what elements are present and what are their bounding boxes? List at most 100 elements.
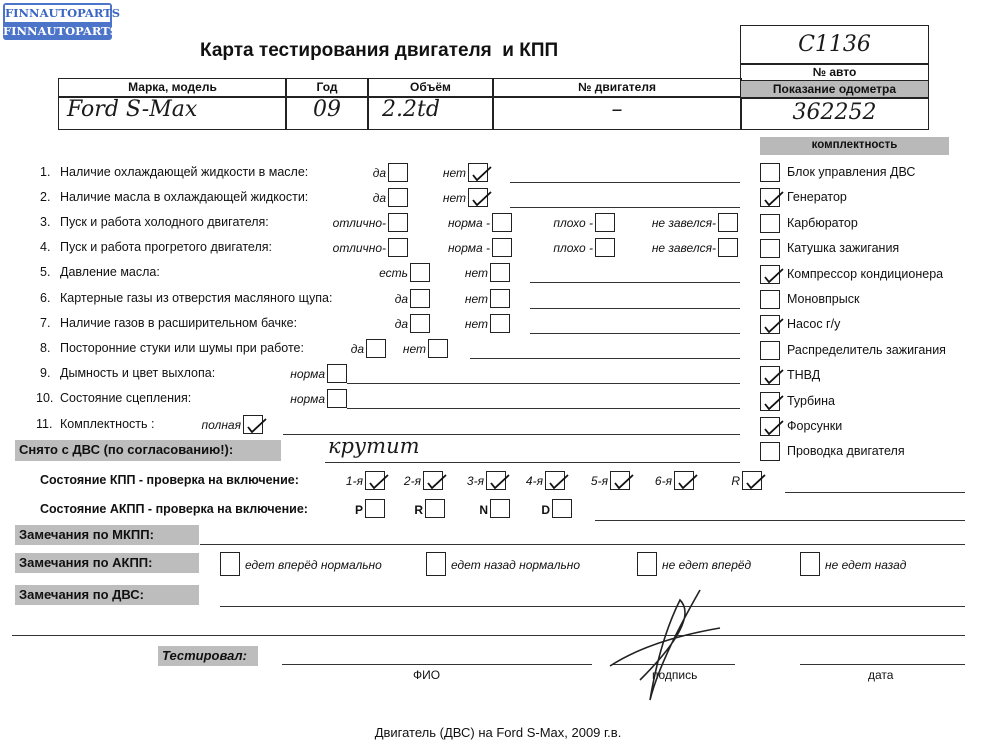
- name-line[interactable]: [282, 664, 592, 665]
- option-checkbox[interactable]: [595, 213, 615, 232]
- completeness-checkbox[interactable]: [760, 417, 784, 436]
- item-number: 2.: [40, 190, 51, 204]
- option-checkbox[interactable]: [718, 213, 738, 232]
- auto-remark-label: не едет назад: [825, 558, 907, 572]
- completeness-label: Форсунки: [787, 419, 843, 433]
- item-label: Комплектность :: [60, 417, 155, 431]
- option-label: нет: [464, 292, 488, 306]
- option-label: отлично-: [332, 216, 386, 230]
- auto-remark-checkbox[interactable]: [800, 552, 820, 576]
- date-line[interactable]: [800, 664, 965, 665]
- remark-line[interactable]: [283, 434, 740, 435]
- gear-label: 5-я: [590, 474, 608, 488]
- completeness-checkbox[interactable]: [760, 391, 784, 411]
- completeness-checkbox[interactable]: [760, 340, 780, 360]
- manual-remarks-label: Замечания по МКПП:: [15, 525, 199, 545]
- remark-line[interactable]: [530, 308, 740, 309]
- signature-line[interactable]: [612, 664, 735, 665]
- remark-line[interactable]: [530, 333, 740, 334]
- gear-checkbox[interactable]: [610, 471, 634, 490]
- gear-checkbox[interactable]: [742, 471, 766, 490]
- auto-remark-checkbox[interactable]: [637, 552, 657, 576]
- option-checkbox[interactable]: [410, 314, 430, 333]
- option-checkbox[interactable]: [366, 339, 386, 358]
- option-checkbox[interactable]: [428, 339, 448, 358]
- option-checkbox[interactable]: [388, 213, 408, 232]
- auto-gearbox-line: [595, 520, 965, 521]
- completeness-checkbox[interactable]: [760, 290, 780, 309]
- item-number: 7.: [40, 316, 51, 330]
- option-checkbox[interactable]: [327, 389, 347, 408]
- removed-value: крутит: [328, 434, 420, 458]
- option-checkbox[interactable]: [410, 289, 430, 308]
- page-title: Карта тестирования двигателя и КПП: [200, 40, 559, 61]
- item-number: 8.: [40, 341, 51, 355]
- signature-label: подпись: [652, 668, 698, 682]
- gear-checkbox[interactable]: [490, 499, 510, 518]
- gear-label: 6-я: [654, 474, 672, 488]
- option-checkbox[interactable]: [490, 289, 510, 308]
- completeness-label: Распределитель зажигания: [787, 342, 946, 357]
- remark-line[interactable]: [347, 383, 740, 384]
- option-checkbox[interactable]: [490, 314, 510, 333]
- gear-checkbox[interactable]: [674, 471, 698, 490]
- completeness-label: Катушка зажигания: [787, 241, 900, 256]
- option-checkbox[interactable]: [388, 163, 408, 182]
- completeness-checkbox[interactable]: [760, 366, 784, 386]
- remark-line[interactable]: [470, 358, 740, 359]
- engine-remarks-label: Замечания по ДВС:: [15, 585, 199, 605]
- option-checkbox[interactable]: [468, 188, 492, 207]
- gear-label: R: [414, 503, 423, 517]
- remark-line[interactable]: [530, 282, 740, 283]
- remark-line[interactable]: [510, 207, 740, 208]
- option-checkbox[interactable]: [718, 238, 738, 257]
- option-checkbox[interactable]: [388, 238, 408, 257]
- manual-remarks-line[interactable]: [200, 544, 965, 545]
- completeness-label: Блок управления ДВС: [787, 165, 916, 179]
- item-number: 5.: [40, 265, 51, 279]
- remark-line[interactable]: [510, 182, 740, 183]
- gear-checkbox[interactable]: [365, 471, 389, 490]
- option-checkbox[interactable]: [388, 188, 408, 207]
- gear-checkbox[interactable]: [545, 471, 569, 490]
- tested-by-label: Тестировал:: [158, 646, 258, 666]
- completeness-checkbox[interactable]: [760, 239, 780, 259]
- item-number: 4.: [40, 240, 51, 254]
- option-label: не завелся-: [651, 216, 716, 230]
- option-checkbox[interactable]: [492, 213, 512, 232]
- option-label: нет: [442, 191, 466, 205]
- completeness-checkbox[interactable]: [760, 213, 780, 233]
- auto-remark-checkbox[interactable]: [220, 552, 240, 576]
- gear-checkbox[interactable]: [486, 471, 510, 490]
- option-checkbox[interactable]: [410, 263, 430, 282]
- gear-checkbox[interactable]: [425, 499, 445, 518]
- completeness-checkbox[interactable]: [760, 315, 784, 335]
- option-label: норма -: [447, 216, 490, 230]
- option-checkbox[interactable]: [492, 238, 512, 257]
- item-number: 3.: [40, 215, 51, 229]
- completeness-checkbox[interactable]: [760, 264, 784, 284]
- option-checkbox[interactable]: [490, 263, 510, 282]
- gear-checkbox[interactable]: [423, 471, 447, 490]
- gear-checkbox[interactable]: [552, 499, 572, 518]
- remark-line[interactable]: [347, 408, 740, 409]
- completeness-checkbox[interactable]: [760, 188, 784, 208]
- completeness-checkbox[interactable]: [760, 442, 780, 462]
- item-label: Посторонние стуки или шумы при работе:: [60, 341, 304, 355]
- option-checkbox[interactable]: [468, 163, 492, 182]
- option-label: отлично-: [332, 241, 386, 255]
- option-checkbox[interactable]: [327, 364, 347, 383]
- item-number: 9.: [40, 366, 51, 380]
- option-checkbox[interactable]: [595, 238, 615, 257]
- auto-remark-checkbox[interactable]: [426, 552, 446, 576]
- extra-remarks-line[interactable]: [12, 635, 965, 636]
- gear-checkbox[interactable]: [365, 499, 385, 518]
- engine-remarks-line[interactable]: [220, 606, 965, 607]
- volume-value: 2.2td: [367, 96, 494, 130]
- option-label: не завелся-: [651, 241, 716, 255]
- option-checkbox[interactable]: [243, 415, 267, 434]
- completeness-checkbox[interactable]: [760, 163, 780, 182]
- option-label: нет: [402, 342, 426, 356]
- gear-label: 2-я: [403, 474, 421, 488]
- finnautoparts-logo: FINNAUTOPARTS FINNAUTOPARTS: [3, 3, 120, 40]
